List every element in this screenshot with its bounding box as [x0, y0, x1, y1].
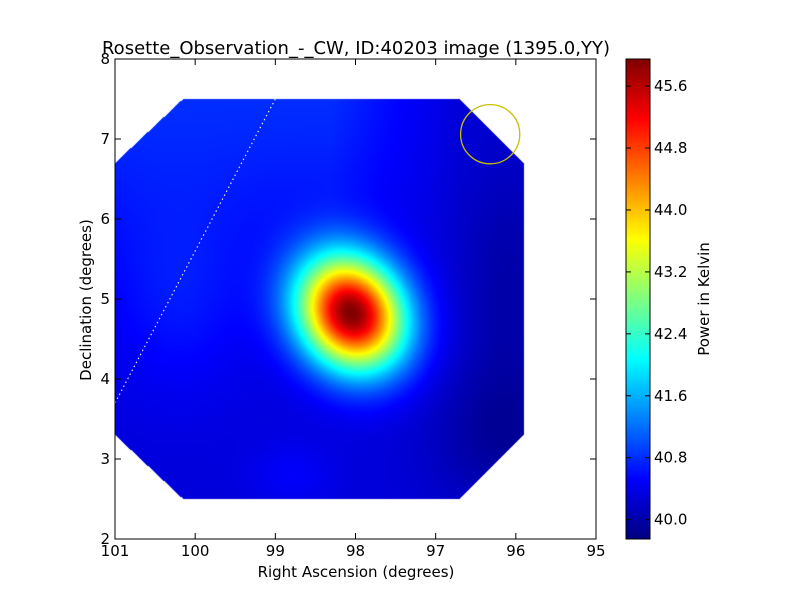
overlay-layer [114, 98, 521, 404]
colorbar-tick-label: 45.6 [654, 77, 687, 95]
y-tick-label: 2 [100, 530, 110, 548]
colorbar-tick-label: 40.0 [654, 511, 687, 529]
x-axis-label: Right Ascension (degrees) [258, 563, 455, 581]
y-tick-label: 7 [100, 130, 110, 148]
x-tick-label: 95 [586, 542, 605, 560]
colorbar-tick-label: 44.0 [654, 201, 687, 219]
x-tick-label: 100 [181, 542, 210, 560]
y-axis-label: Declination (degrees) [77, 219, 95, 381]
x-tick-label: 101 [101, 542, 130, 560]
y-axis: 2 3 4 5 6 7 8 [100, 50, 596, 548]
colorbar-tick-label: 41.6 [654, 387, 687, 405]
chart-title: Rosette_Observation_-_CW, ID:40203 image… [102, 38, 610, 59]
plot-area: 101 100 99 98 97 96 95 2 3 4 5 6 7 8 [100, 50, 605, 560]
y-tick-label: 3 [100, 450, 110, 468]
x-axis: 101 100 99 98 97 96 95 [101, 59, 606, 560]
colorbar-label: Power in Kelvin [695, 242, 713, 356]
y-tick-label: 8 [100, 50, 110, 68]
x-tick-label: 96 [506, 542, 525, 560]
colorbar-tick-label: 43.2 [654, 263, 687, 281]
colorbar-tick-label: 44.8 [654, 139, 687, 157]
y-tick-label: 4 [100, 370, 110, 388]
beam-circle [459, 103, 521, 165]
colorbar-tick-label: 42.4 [654, 325, 687, 343]
y-tick-label: 5 [100, 290, 110, 308]
x-tick-label: 98 [346, 542, 365, 560]
y-tick-label: 6 [100, 210, 110, 228]
colorbar: 40.0 40.8 41.6 42.4 43.2 44.0 44.8 45.6 [625, 58, 687, 540]
colorbar-frame [625, 58, 651, 540]
colorbar-gradient [626, 59, 650, 539]
colorbar-tick-label: 40.8 [654, 449, 687, 467]
heatmap-image [115, 59, 596, 539]
colorbar-ticks: 40.0 40.8 41.6 42.4 43.2 44.0 44.8 45.6 [626, 77, 687, 529]
dotted-line [114, 98, 276, 404]
x-tick-label: 97 [426, 542, 445, 560]
x-tick-label: 99 [266, 542, 285, 560]
